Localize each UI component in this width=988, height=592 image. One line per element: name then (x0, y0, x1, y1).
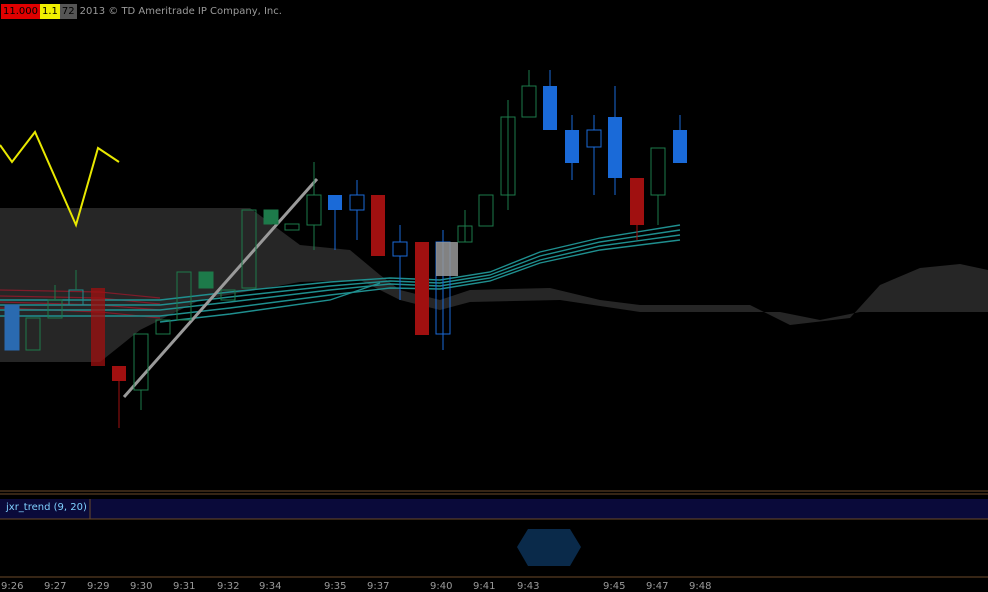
time-label: 9:27 (44, 581, 67, 592)
indicator-bar (0, 499, 988, 519)
time-label: 9:26 (1, 581, 24, 592)
time-label: 9:32 (217, 581, 240, 592)
header: 11.000 1.1 72 2013 © TD Ameritrade IP Co… (1, 3, 282, 19)
time-label: 9:40 (430, 581, 453, 592)
time-label: 9:41 (473, 581, 496, 592)
indicator-label: jxr_trend (9, 20) (6, 502, 87, 513)
badge: 1.1 (40, 3, 60, 19)
time-label: 9:43 (517, 581, 540, 592)
time-label: 9:47 (646, 581, 669, 592)
time-label: 9:35 (324, 581, 347, 592)
trend-marker (517, 529, 581, 566)
time-label: 9:34 (259, 581, 282, 592)
time-label: 9:48 (689, 581, 712, 592)
teal-ribbon (0, 224, 681, 323)
candles (4, 70, 687, 428)
time-label: 9:30 (130, 581, 153, 592)
yellow-line (0, 130, 120, 228)
badge: 72 (59, 3, 77, 19)
copyright: 2013 © TD Ameritrade IP Company, Inc. (79, 5, 282, 17)
badge: 11.000 (1, 3, 40, 19)
trend-line (122, 178, 319, 398)
time-label: 9:29 (87, 581, 110, 592)
cloud (0, 208, 988, 362)
time-label: 9:31 (173, 581, 196, 592)
time-label: 9:45 (603, 581, 626, 592)
time-label: 9:37 (367, 581, 390, 592)
